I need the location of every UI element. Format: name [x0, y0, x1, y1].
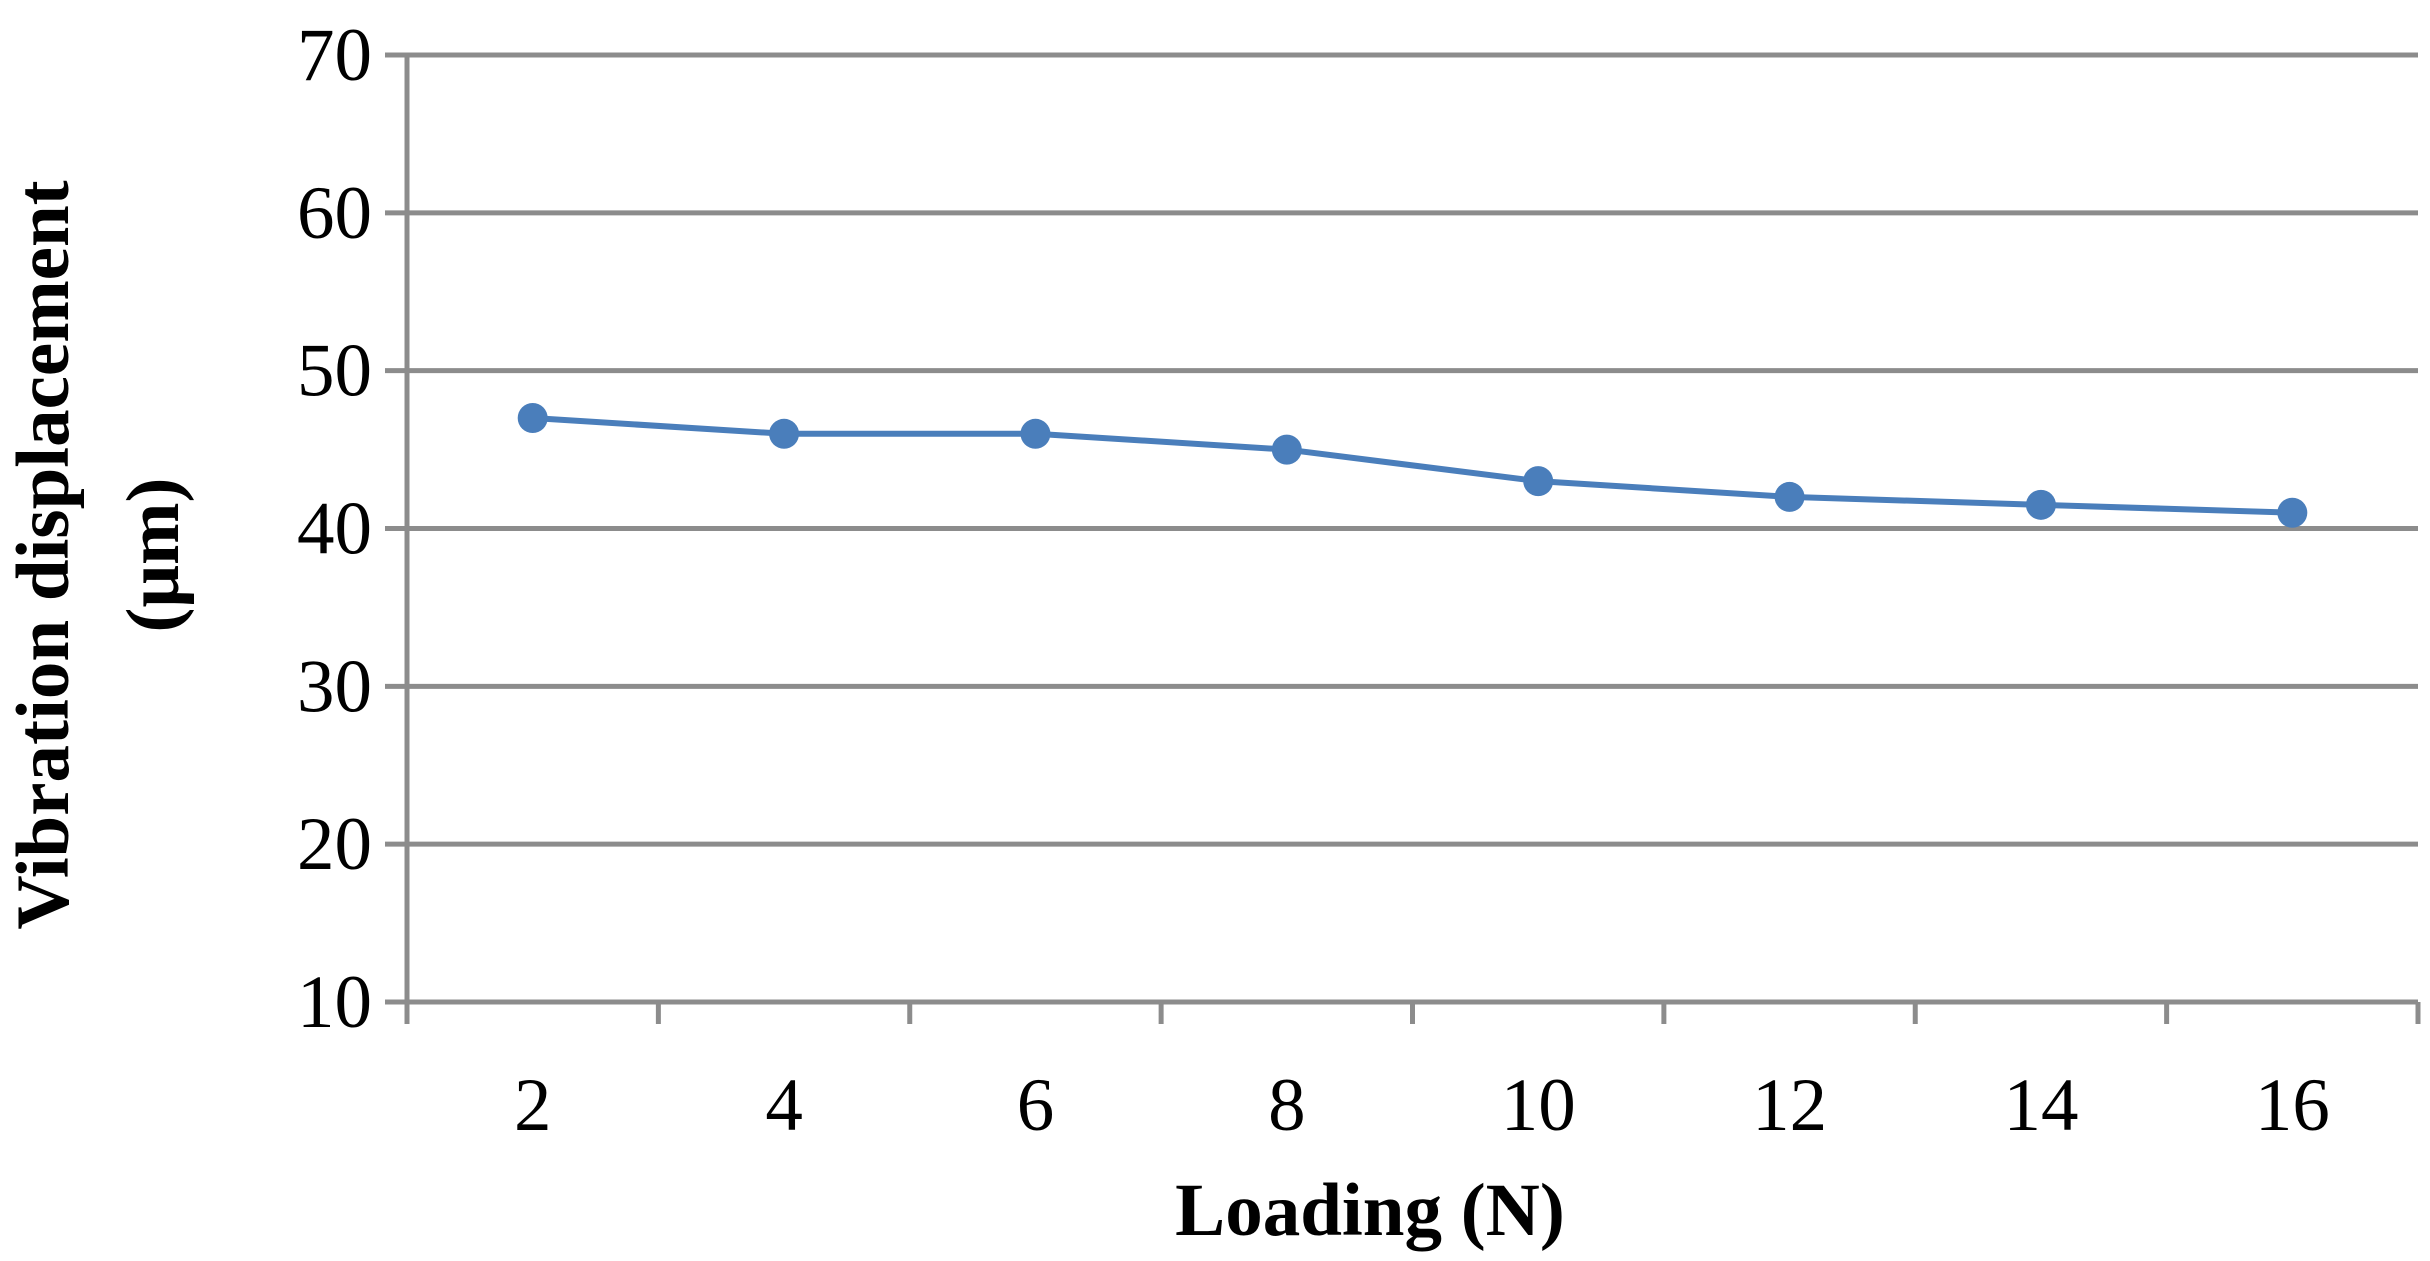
x-axis-title: Loading (N): [1175, 1169, 1565, 1252]
y-axis-title-line1: Vibration displacement: [2, 180, 85, 929]
series-layer: [517, 403, 2308, 528]
y-tick-label-20: 20: [297, 803, 372, 886]
data-point-2: [517, 403, 548, 434]
axes: [385, 52, 2421, 1024]
y-tick-label-30: 30: [297, 645, 372, 728]
data-point-12: [1774, 481, 1805, 512]
x-tick-label-2: 2: [514, 1064, 552, 1147]
data-point-14: [2025, 489, 2056, 520]
data-point-6: [1020, 418, 1051, 449]
x-tick-label-10: 10: [1501, 1064, 1576, 1147]
x-tick-labels: 2 4 6 8 10 12 14 16: [514, 1064, 2330, 1147]
series-line-0: [532, 415, 2293, 516]
x-tick-label-14: 14: [2003, 1064, 2078, 1147]
y-axis-title-line2: (μm): [112, 478, 195, 633]
y-tick-label-70: 70: [297, 14, 372, 97]
data-point-4: [769, 418, 800, 449]
y-tick-label-10: 10: [297, 961, 372, 1044]
x-tick-label-16: 16: [2255, 1064, 2330, 1147]
x-tick-label-6: 6: [1017, 1064, 1055, 1147]
y-tick-label-60: 60: [297, 172, 372, 255]
x-tick-label-4: 4: [765, 1064, 803, 1147]
x-tick-label-8: 8: [1268, 1064, 1306, 1147]
grid-lines: [407, 52, 2418, 847]
data-point-16: [2277, 497, 2308, 528]
y-tick-labels: 10 20 30 40 50 60 70: [297, 14, 372, 1044]
data-point-8: [1271, 434, 1302, 465]
data-point-10: [1523, 466, 1554, 497]
y-tick-label-50: 50: [297, 330, 372, 413]
x-tick-label-12: 12: [1752, 1064, 1827, 1147]
y-tick-label-40: 40: [297, 488, 372, 571]
